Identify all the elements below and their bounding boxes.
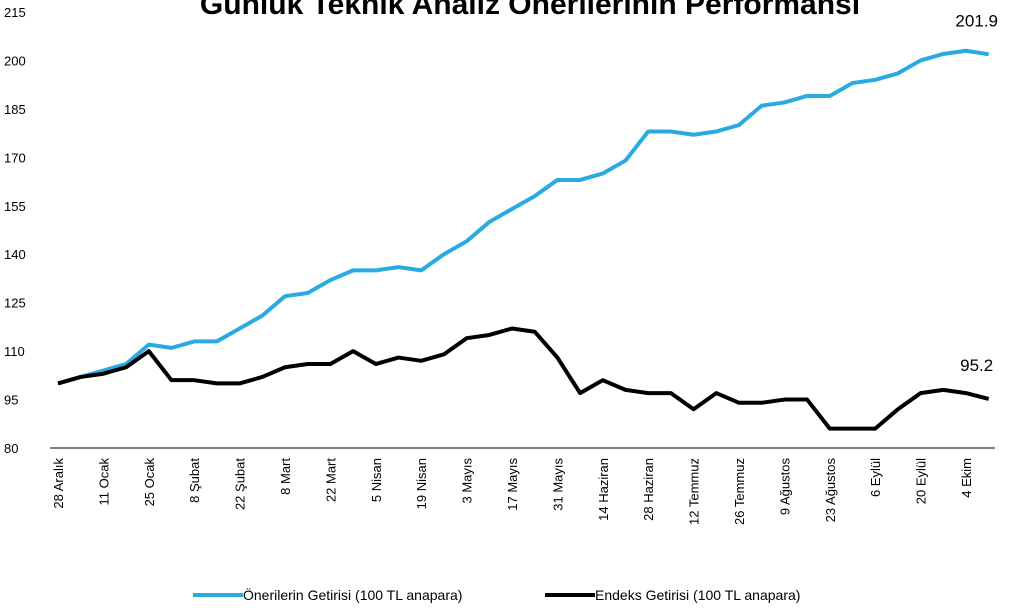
- x-tick-label: 22 Mart: [323, 458, 338, 502]
- x-tick-label: 8 Mart: [278, 458, 293, 495]
- x-tick-label: 12 Temmuz: [687, 458, 702, 525]
- x-tick-label: 26 Temmuz: [732, 458, 747, 525]
- y-tick-label: 170: [4, 150, 26, 165]
- x-tick-label: 19 Nisan: [414, 458, 429, 509]
- series-line: [57, 48, 990, 386]
- x-tick-label: 6 Eylül: [868, 458, 883, 497]
- x-tick-label: 8 Şubat: [187, 458, 202, 503]
- x-tick-label: 14 Haziran: [596, 458, 611, 521]
- x-tick-label: 4 Ekim: [959, 458, 974, 498]
- series-line: [57, 326, 990, 431]
- end-value-label: 201.9: [955, 11, 998, 30]
- y-tick-label: 140: [4, 247, 26, 262]
- y-tick-label: 200: [4, 53, 26, 68]
- x-tick-label: 11 Ocak: [96, 458, 111, 506]
- y-tick-label: 185: [4, 102, 26, 117]
- x-tick-label: 9 Ağustos: [777, 458, 792, 516]
- x-tick-label: 28 Haziran: [641, 458, 656, 521]
- legend-label: Endeks Getirisi (100 TL anapara): [595, 587, 800, 603]
- end-value-label: 95.2: [960, 356, 993, 375]
- x-tick-label: 31 Mayıs: [550, 458, 565, 511]
- chart-title: Günlük Teknik Analiz Önerilerinin Perfor…: [200, 0, 860, 21]
- y-tick-label: 125: [4, 296, 26, 311]
- x-tick-label: 23 Ağustos: [823, 458, 838, 523]
- legend-label: Önerilerin Getirisi (100 TL anapara): [243, 586, 462, 603]
- x-tick-label: 28 Aralık: [51, 458, 66, 509]
- x-tick-label: 22 Şubat: [233, 458, 248, 510]
- x-tick-label: 20 Eylül: [914, 458, 929, 504]
- x-tick-label: 5 Nisan: [369, 458, 384, 502]
- y-tick-label: 110: [4, 344, 25, 359]
- x-tick-label: 17 Mayıs: [505, 458, 520, 511]
- y-tick-label: 155: [4, 199, 26, 214]
- x-tick-label: 3 Mayıs: [460, 458, 475, 504]
- x-tick-label: 25 Ocak: [142, 458, 157, 507]
- y-tick-label: 215: [4, 5, 26, 20]
- y-tick-label: 80: [4, 441, 18, 456]
- y-tick-label: 95: [4, 393, 18, 408]
